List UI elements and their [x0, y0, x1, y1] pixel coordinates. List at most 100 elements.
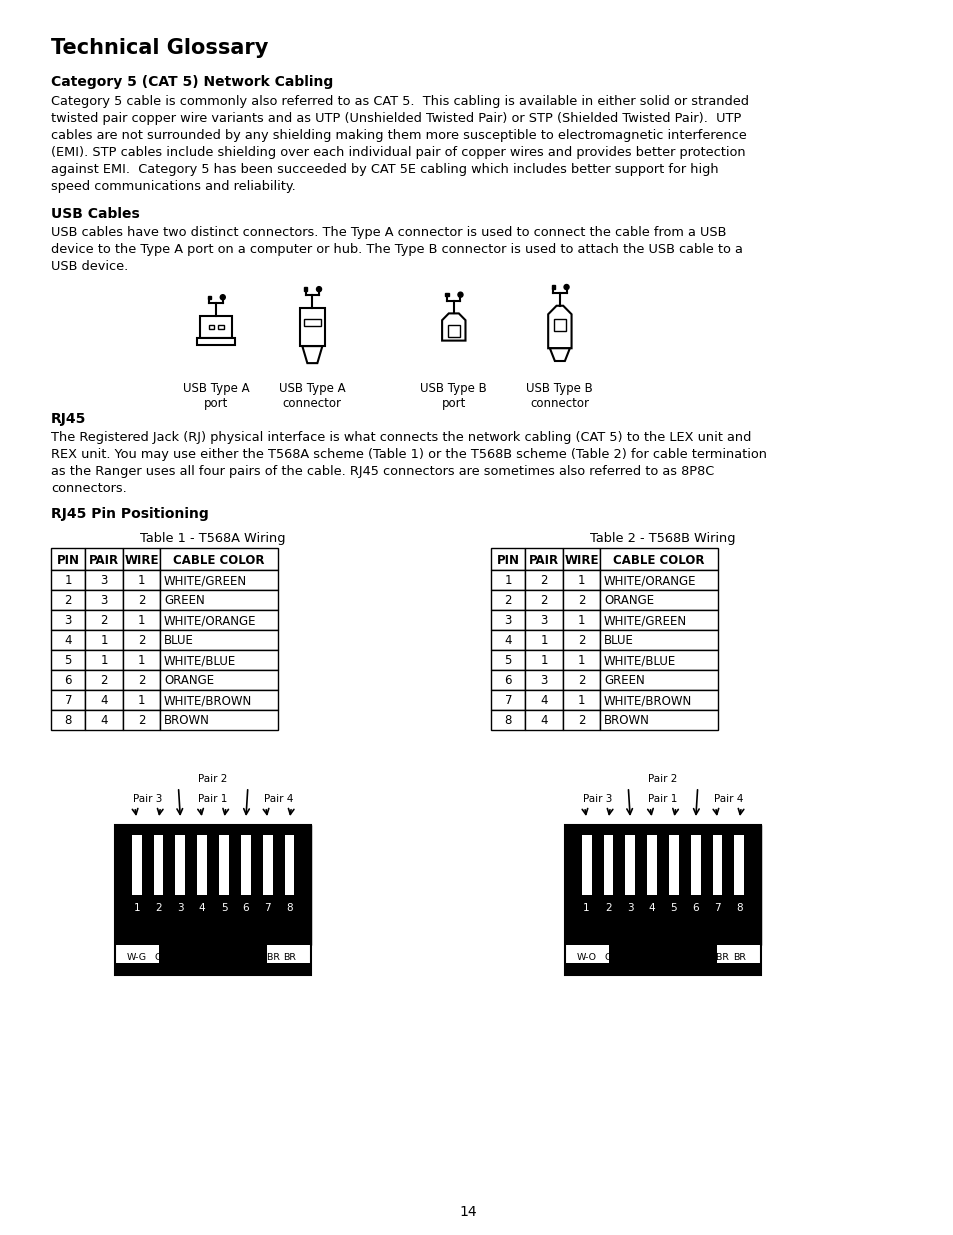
Bar — [599, 710, 718, 730]
Text: 2: 2 — [578, 715, 584, 727]
Bar — [86, 650, 123, 671]
Bar — [217, 325, 223, 329]
Text: WHITE/ORANGE: WHITE/ORANGE — [164, 615, 256, 627]
Text: 6: 6 — [504, 674, 512, 688]
Text: 5: 5 — [65, 655, 71, 667]
Bar — [200, 316, 232, 338]
Bar — [123, 690, 160, 710]
Bar — [551, 285, 555, 289]
Text: W-O: W-O — [576, 953, 596, 962]
Bar — [51, 571, 86, 590]
Bar — [525, 710, 562, 730]
Text: 4: 4 — [504, 635, 512, 647]
Bar — [219, 835, 229, 895]
Text: W-BR: W-BR — [704, 953, 729, 962]
Bar — [525, 610, 562, 630]
Text: 2: 2 — [578, 674, 584, 688]
Bar — [525, 650, 562, 671]
Text: 8: 8 — [736, 903, 742, 913]
Text: 1: 1 — [578, 574, 584, 588]
Text: B: B — [648, 953, 655, 962]
Text: 5: 5 — [670, 903, 677, 913]
Text: 1: 1 — [65, 574, 71, 588]
Text: WHITE/BROWN: WHITE/BROWN — [603, 694, 692, 708]
Text: connectors.: connectors. — [51, 482, 127, 495]
Text: Pair 2: Pair 2 — [198, 774, 228, 784]
Bar — [267, 945, 311, 963]
Bar — [525, 548, 562, 571]
Text: BR: BR — [283, 953, 295, 962]
Text: 2: 2 — [137, 674, 145, 688]
Text: 7: 7 — [65, 694, 71, 708]
Bar — [525, 571, 562, 590]
Text: 3: 3 — [626, 903, 633, 913]
Text: 4: 4 — [539, 715, 547, 727]
Text: PAIR: PAIR — [529, 553, 558, 567]
Text: as the Ranger uses all four pairs of the cable. RJ45 connectors are sometimes al: as the Ranger uses all four pairs of the… — [51, 466, 714, 478]
Bar — [625, 835, 635, 895]
Text: W-G: W-G — [619, 953, 639, 962]
Bar — [123, 671, 160, 690]
Bar — [525, 671, 562, 690]
Text: BLUE: BLUE — [603, 635, 634, 647]
Bar — [599, 548, 718, 571]
Text: 7: 7 — [264, 903, 271, 913]
Bar — [599, 571, 718, 590]
Text: Table 1 - T568A Wiring: Table 1 - T568A Wiring — [140, 532, 286, 545]
Bar — [241, 835, 251, 895]
Bar — [491, 690, 525, 710]
Bar — [734, 835, 743, 895]
Bar — [51, 690, 86, 710]
Text: 8: 8 — [286, 903, 293, 913]
Text: 2: 2 — [578, 635, 584, 647]
Text: 1: 1 — [582, 903, 589, 913]
Text: Pair 4: Pair 4 — [713, 794, 742, 804]
Bar — [564, 945, 760, 974]
Bar — [599, 671, 718, 690]
Bar — [160, 610, 277, 630]
Bar — [51, 610, 86, 630]
Text: USB Type B
connector: USB Type B connector — [526, 382, 593, 410]
Text: BR: BR — [732, 953, 745, 962]
Bar — [525, 690, 562, 710]
Bar — [599, 690, 718, 710]
Text: 1: 1 — [539, 655, 547, 667]
Bar — [562, 630, 599, 650]
Text: 6: 6 — [242, 903, 249, 913]
Bar — [599, 590, 718, 610]
Text: ORANGE: ORANGE — [164, 674, 213, 688]
Text: 3: 3 — [540, 615, 547, 627]
Bar — [123, 650, 160, 671]
Bar — [114, 825, 311, 945]
Text: 6: 6 — [65, 674, 71, 688]
Polygon shape — [548, 306, 571, 348]
Text: 2: 2 — [539, 574, 547, 588]
Bar — [86, 610, 123, 630]
Bar — [209, 325, 214, 329]
Text: BL: BL — [196, 953, 208, 962]
Text: WHITE/GREEN: WHITE/GREEN — [164, 574, 247, 588]
Text: 3: 3 — [177, 903, 184, 913]
Bar — [160, 671, 277, 690]
Bar — [491, 571, 525, 590]
Bar — [564, 945, 608, 963]
Text: WHITE/GREEN: WHITE/GREEN — [603, 615, 686, 627]
Bar — [86, 548, 123, 571]
Bar — [599, 610, 718, 630]
Bar — [160, 590, 277, 610]
Text: 4: 4 — [65, 635, 71, 647]
Bar — [123, 571, 160, 590]
Bar — [562, 590, 599, 610]
Text: REX unit. You may use either the T568A scheme (Table 1) or the T568B scheme (Tab: REX unit. You may use either the T568A s… — [51, 448, 766, 461]
Text: Category 5 cable is commonly also referred to as CAT 5.  This cabling is availab: Category 5 cable is commonly also referr… — [51, 95, 748, 107]
Text: G: G — [154, 953, 162, 962]
Text: 8: 8 — [504, 715, 512, 727]
Bar — [51, 650, 86, 671]
Text: Technical Glossary: Technical Glossary — [51, 38, 268, 58]
Circle shape — [220, 295, 225, 300]
Bar — [160, 650, 277, 671]
Text: W-BL: W-BL — [661, 953, 685, 962]
Text: BLUE: BLUE — [164, 635, 193, 647]
Bar — [86, 671, 123, 690]
Circle shape — [563, 284, 568, 289]
